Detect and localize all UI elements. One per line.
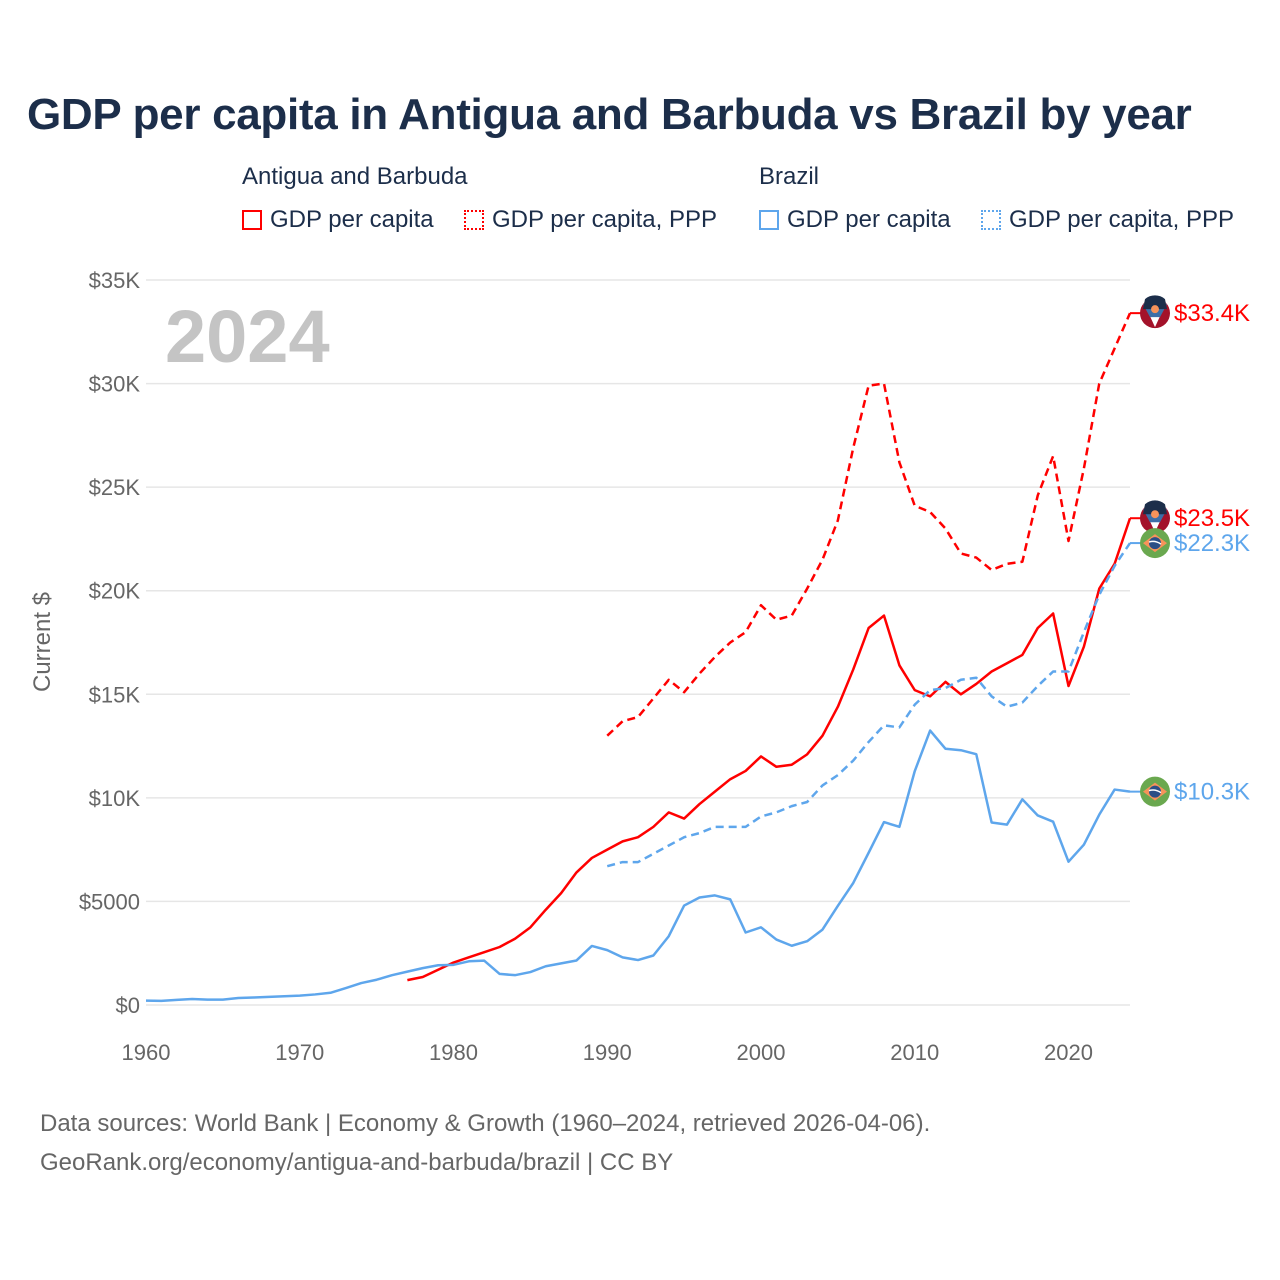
x-tick-label: 2020: [1044, 1040, 1093, 1065]
legend-group-brazil: Brazil: [759, 163, 820, 190]
legend-swatch-dotted-red: [464, 210, 484, 230]
y-tick-label: $35K: [89, 268, 141, 293]
legend-swatch-solid-blue: [759, 210, 779, 230]
series-line-1: [606, 312, 1132, 737]
y-tick-label: $20K: [89, 579, 141, 604]
legend-brazil-gdp[interactable]: GDP per capita: [759, 206, 951, 234]
series-line-0: [407, 517, 1132, 982]
series-line-3: [606, 542, 1132, 868]
end-value-label: $22.3K: [1174, 530, 1250, 557]
x-tick-label: 2000: [737, 1040, 786, 1065]
y-axis-label: Current $: [29, 592, 56, 692]
x-tick-label: 1990: [583, 1040, 632, 1065]
chart-title: GDP per capita in Antigua and Barbuda vs…: [27, 90, 1192, 139]
y-tick-label: $5000: [79, 889, 140, 914]
legend-label: GDP per capita, PPP: [492, 206, 717, 233]
legend-label: GDP per capita: [270, 206, 434, 233]
end-value-label: $33.4K: [1174, 300, 1250, 327]
end-value-label: $10.3K: [1174, 779, 1250, 806]
year-watermark: 2024: [165, 295, 330, 378]
footer-link[interactable]: GeoRank.org/economy/antigua-and-barbuda/…: [40, 1149, 674, 1176]
brazil-flag-icon: [1140, 528, 1170, 559]
y-tick-label: $10K: [89, 786, 141, 811]
legend-group-antigua: Antigua and Barbuda: [242, 163, 468, 190]
legend-antigua-gdp[interactable]: GDP per capita: [242, 206, 434, 234]
footer-sources: Data sources: World Bank | Economy & Gro…: [40, 1110, 931, 1137]
y-tick-label: $25K: [89, 475, 141, 500]
legend-swatch-dotted-blue: [981, 210, 1001, 230]
end-value-label: $23.5K: [1174, 505, 1250, 532]
legend-brazil-ppp[interactable]: GDP per capita, PPP: [981, 206, 1234, 234]
antigua-flag-icon: [1140, 500, 1170, 534]
legend-label: GDP per capita, PPP: [1009, 206, 1234, 233]
antigua-flag-icon: [1140, 295, 1170, 329]
legend-swatch-solid-red: [242, 210, 262, 230]
x-tick-label: 1980: [429, 1040, 478, 1065]
x-tick-label: 1970: [275, 1040, 324, 1065]
y-tick-label: $15K: [89, 682, 141, 707]
x-tick-label: 1960: [122, 1040, 171, 1065]
series-line-2: [145, 729, 1131, 1003]
y-tick-label: $30K: [89, 372, 141, 397]
brazil-flag-icon: [1140, 776, 1170, 807]
legend-antigua-ppp[interactable]: GDP per capita, PPP: [464, 206, 717, 234]
legend-label: GDP per capita: [787, 206, 951, 233]
y-tick-label: $0: [116, 993, 140, 1018]
x-tick-label: 2010: [890, 1040, 939, 1065]
